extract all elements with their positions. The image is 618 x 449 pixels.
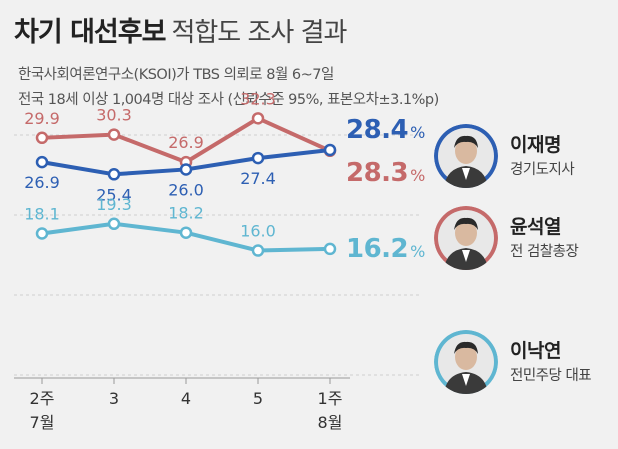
data-point <box>251 151 265 165</box>
x-tick-label: 3 <box>109 389 119 408</box>
data-label: 32.3 <box>240 89 276 108</box>
x-tick-label: 7월 <box>30 413 55 432</box>
portrait-icon <box>434 124 498 188</box>
data-point <box>35 155 49 169</box>
data-point <box>323 242 337 256</box>
x-tick-label: 2주 <box>30 389 55 408</box>
data-label: 26.0 <box>168 180 204 199</box>
data-label: 26.9 <box>168 133 204 152</box>
subtitle-line-1: 한국사회여론연구소(KSOI)가 TBS 의뢰로 8월 6~7일 <box>18 67 334 83</box>
x-tick-label: 5 <box>253 389 263 408</box>
chart-title: 차기 대선후보 적합도 조사 결과 <box>14 10 347 49</box>
title-light: 적합도 조사 결과 <box>171 18 347 48</box>
avatar-lee-nak-yon <box>434 330 498 394</box>
data-point <box>35 227 49 240</box>
data-point <box>251 244 265 257</box>
portrait-icon <box>434 206 498 270</box>
data-label: 16.0 <box>240 222 276 241</box>
x-tick-label: 8월 <box>318 413 343 432</box>
avatar-lee-jae-myung <box>434 124 498 188</box>
data-label: 27.4 <box>240 169 276 188</box>
data-point <box>179 163 193 176</box>
final-value-unit: % <box>410 166 425 185</box>
candidate-role-3: 전민주당 대표 <box>510 368 592 384</box>
subtitle-line-2: 전국 18세 이상 1,004명 대상 조사 (신뢰수준 95%, 표본오차±3… <box>18 92 439 108</box>
candidate-name-1: 이재명 <box>510 134 561 156</box>
avatar-yoon-seok-youl <box>434 206 498 270</box>
final-value-label: 28.3 <box>346 158 408 188</box>
data-label: 18.1 <box>24 205 60 224</box>
data-label: 19.3 <box>96 195 132 214</box>
data-label: 26.9 <box>24 173 60 192</box>
data-label: 25.4 <box>96 185 132 204</box>
candidate-name-2: 윤석열 <box>510 216 561 238</box>
data-label: 18.2 <box>168 204 204 223</box>
final-value-label: 28.4 <box>346 115 408 145</box>
candidate-role-2: 전 검찰총장 <box>510 244 579 260</box>
data-label: 29.9 <box>24 109 60 128</box>
data-point <box>179 226 193 239</box>
candidate-role-1: 경기도지사 <box>510 162 575 178</box>
data-point <box>107 128 121 141</box>
data-point <box>107 217 121 231</box>
final-value-unit: % <box>410 242 425 261</box>
portrait-icon <box>434 330 498 394</box>
title-bold: 차기 대선후보 <box>14 17 166 48</box>
final-value-label: 16.2 <box>346 234 408 264</box>
final-value-unit: % <box>410 123 425 142</box>
x-tick-label: 4 <box>181 389 191 408</box>
data-label: 30.3 <box>96 106 132 125</box>
data-point <box>251 112 265 125</box>
data-point <box>323 143 337 157</box>
data-point <box>35 131 49 145</box>
candidate-name-3: 이낙연 <box>510 340 561 362</box>
data-point <box>107 168 121 181</box>
x-tick-label: 1주 <box>318 389 343 408</box>
